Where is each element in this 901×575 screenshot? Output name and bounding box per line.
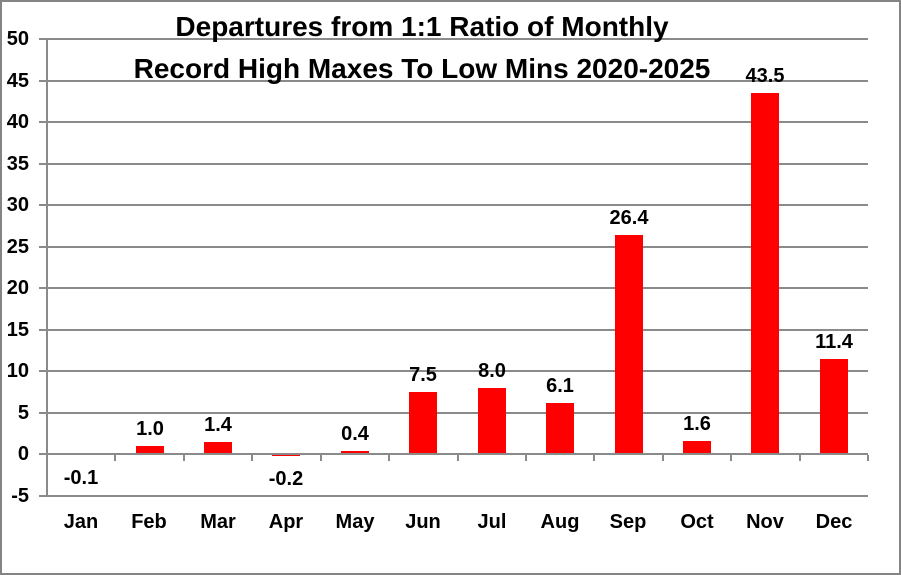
x-axis-tick [388, 455, 390, 461]
x-axis-tick [320, 455, 322, 461]
value-label-jul: 8.0 [478, 360, 506, 382]
value-label-mar: 1.4 [204, 414, 232, 436]
bar-feb [136, 446, 164, 454]
y-axis-tick [39, 204, 47, 206]
y-axis-line [46, 39, 48, 497]
gridline [47, 121, 868, 123]
chart-title: Departures from 1:1 Ratio of Monthly Rec… [134, 6, 711, 90]
x-axis-tick [730, 455, 732, 461]
x-axis-label-mar: Mar [200, 511, 236, 533]
x-axis-label-dec: Dec [815, 511, 853, 533]
y-axis-tick [39, 121, 47, 123]
x-axis-label-apr: Apr [268, 511, 304, 533]
y-axis-tick [39, 453, 47, 455]
y-axis-tick [39, 329, 47, 331]
bar-nov [751, 93, 779, 454]
y-axis-tick [39, 80, 47, 82]
x-axis-label-sep: Sep [609, 511, 647, 533]
value-label-nov: 43.5 [745, 65, 785, 87]
y-axis-label: 30 [6, 194, 29, 216]
x-axis-label-aug: Aug [540, 511, 580, 533]
bar-dec [820, 359, 848, 454]
bar-sep [615, 235, 643, 454]
bar-jul [478, 388, 506, 454]
chart-title-line-1: Departures from 1:1 Ratio of Monthly [175, 11, 669, 42]
x-axis-tick [799, 455, 801, 461]
x-axis-label-jan: Jan [63, 511, 99, 533]
value-label-dec: 11.4 [815, 331, 853, 353]
x-axis-tick [183, 455, 185, 461]
bar-oct [683, 441, 711, 454]
value-label-jun: 7.5 [409, 364, 437, 386]
y-axis-label: 0 [17, 443, 29, 465]
value-label-sep: 26.4 [609, 207, 649, 229]
bar-mar [204, 442, 232, 454]
y-axis-label: 15 [6, 319, 29, 341]
y-axis-label: 45 [6, 70, 29, 92]
y-axis-label: 40 [6, 111, 29, 133]
y-axis-tick [39, 287, 47, 289]
x-axis-tick [251, 455, 253, 461]
value-label-oct: 1.6 [683, 413, 711, 435]
y-axis-label: 20 [6, 277, 29, 299]
y-axis-label: 5 [17, 402, 29, 424]
y-axis-tick [39, 38, 47, 40]
y-axis-tick [39, 370, 47, 372]
x-axis-tick [114, 455, 116, 461]
gridline [47, 329, 868, 331]
y-axis-tick [39, 412, 47, 414]
gridline [47, 287, 868, 289]
x-axis-tick [662, 455, 664, 461]
bar-apr [272, 454, 300, 456]
gridline [47, 204, 868, 206]
bar-aug [546, 403, 574, 454]
value-label-apr: -0.2 [268, 468, 304, 490]
x-axis-line [47, 453, 868, 455]
x-axis-label-may: May [335, 511, 375, 533]
chart-title-line-2: Record High Maxes To Low Mins 2020-2025 [133, 53, 711, 84]
x-axis-label-jul: Jul [477, 511, 507, 533]
y-axis-label: -5 [11, 485, 29, 507]
value-label-feb: 1.0 [136, 418, 164, 440]
x-axis-tick [457, 455, 459, 461]
y-axis-label: 10 [6, 360, 29, 382]
x-axis-label-oct: Oct [680, 511, 714, 533]
x-axis-tick [593, 455, 595, 461]
y-axis-tick [39, 163, 47, 165]
gridline [47, 412, 868, 414]
gridline [47, 246, 868, 248]
bar-may [341, 451, 369, 454]
value-label-may: 0.4 [341, 423, 369, 445]
value-label-jan: -0.1 [63, 467, 99, 489]
bar-jun [409, 392, 437, 454]
value-label-aug: 6.1 [546, 375, 574, 397]
y-axis-tick [39, 246, 47, 248]
y-axis-label: 50 [6, 28, 29, 50]
x-axis-tick [867, 455, 869, 461]
gridline [47, 80, 868, 82]
x-axis-tick [525, 455, 527, 461]
gridline [47, 370, 868, 372]
y-axis-tick [39, 495, 47, 497]
x-axis-label-feb: Feb [131, 511, 167, 533]
gridline [47, 38, 868, 40]
y-axis-label: 25 [6, 236, 29, 258]
gridline [47, 163, 868, 165]
y-axis-label: 35 [6, 153, 29, 175]
gridline [47, 495, 868, 497]
x-axis-label-jun: Jun [405, 511, 441, 533]
x-axis-label-nov: Nov [746, 511, 784, 533]
